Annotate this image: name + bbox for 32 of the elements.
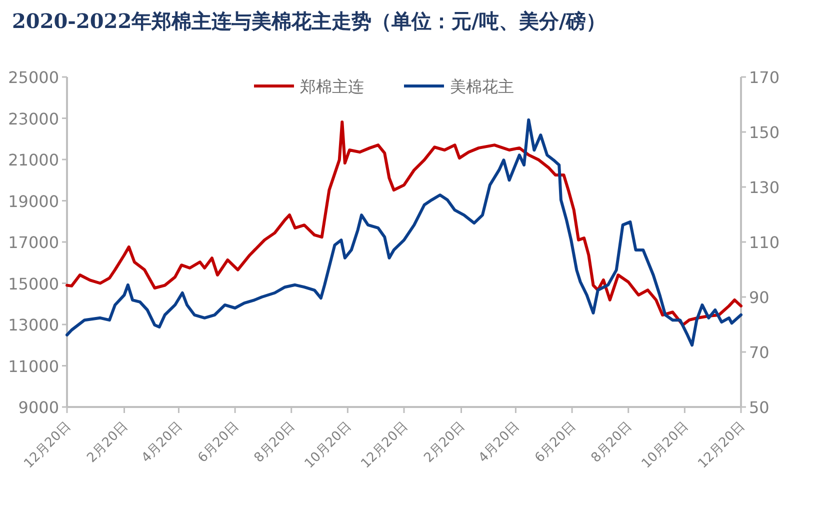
x-tick-label: 4月20日: [476, 419, 523, 466]
x-tick-label: 12月20日: [695, 419, 748, 472]
chart-title: 2020-2022年郑棉主连与美棉花主走势（单位：元/吨、美分/磅）: [12, 8, 608, 34]
y-tick-label: 25000: [8, 68, 59, 87]
x-tick-label: 4月20日: [139, 419, 186, 466]
x-tick-label: 2月20日: [422, 419, 468, 466]
x-tick-label: 6月20日: [195, 419, 242, 466]
x-tick-label: 12月20日: [358, 419, 411, 472]
y2-tick-label: 170: [749, 68, 780, 87]
y-tick-label: 23000: [8, 109, 59, 128]
y2-tick-label: 130: [749, 178, 780, 197]
y-tick-label: 15000: [8, 274, 59, 294]
y2-tick-label: 110: [749, 233, 780, 252]
y-tick-label: 19000: [8, 192, 59, 211]
y2-tick-label: 50: [749, 398, 770, 417]
x-tick-label: 10月20日: [302, 419, 355, 472]
y2-tick-label: 150: [749, 123, 780, 142]
y2-tick-label: 70: [749, 343, 770, 362]
y-tick-label: 21000: [8, 150, 59, 170]
y-tick-label: 9000: [18, 398, 59, 417]
x-tick-label: 8月20日: [252, 419, 298, 466]
x-tick-label: 12月20日: [21, 419, 74, 472]
x-tick-label: 2月20日: [84, 419, 132, 466]
x-tick-label: 6月20日: [532, 419, 579, 466]
y2-tick-label: 90: [749, 288, 770, 307]
y-tick-label: 11000: [8, 356, 59, 376]
x-tick-label: 10月20日: [639, 419, 692, 472]
y-tick-label: 17000: [8, 233, 59, 252]
x-tick-label: 8月20日: [588, 419, 636, 466]
legend-label: 美棉花主: [450, 77, 514, 96]
y-tick-label: 13000: [8, 316, 59, 334]
legend-label: 郑棉主连: [300, 77, 364, 96]
